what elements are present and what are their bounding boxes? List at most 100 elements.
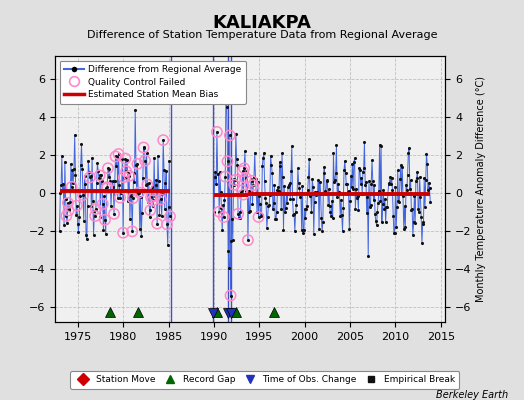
Point xyxy=(211,174,219,180)
Point xyxy=(112,153,120,160)
Point xyxy=(79,192,87,198)
Point xyxy=(371,211,379,217)
Point xyxy=(73,202,81,209)
Point xyxy=(87,203,95,210)
Point xyxy=(146,207,155,214)
Point xyxy=(361,138,369,145)
Point xyxy=(221,174,230,180)
Point xyxy=(119,230,127,236)
Point xyxy=(343,181,351,188)
Point xyxy=(219,202,227,208)
Point xyxy=(247,178,256,184)
Point xyxy=(420,175,429,182)
Point xyxy=(255,193,264,200)
Point xyxy=(62,213,71,219)
Point xyxy=(333,194,342,200)
Point xyxy=(56,228,64,234)
Point xyxy=(367,180,376,187)
Point xyxy=(155,212,163,218)
Point xyxy=(412,174,421,181)
Point xyxy=(141,182,150,189)
Point xyxy=(92,206,100,212)
Point xyxy=(216,169,224,176)
Point xyxy=(394,198,402,205)
Point xyxy=(425,184,434,191)
Point xyxy=(340,167,348,174)
Legend: Station Move, Record Gap, Time of Obs. Change, Empirical Break: Station Move, Record Gap, Time of Obs. C… xyxy=(70,371,460,389)
Point xyxy=(139,144,148,151)
Point xyxy=(364,253,373,259)
Point xyxy=(348,160,356,167)
Point xyxy=(374,200,383,206)
Point xyxy=(222,83,230,89)
Point xyxy=(162,168,170,174)
Point xyxy=(126,216,134,222)
Point xyxy=(104,165,112,172)
Point xyxy=(133,161,141,167)
Point xyxy=(131,107,139,113)
Point xyxy=(264,203,272,209)
Point xyxy=(150,154,158,161)
Point xyxy=(310,199,319,205)
Point xyxy=(363,194,372,200)
Point xyxy=(347,184,356,190)
Point xyxy=(121,175,129,181)
Point xyxy=(124,170,132,176)
Point xyxy=(226,132,234,139)
Point xyxy=(253,209,261,215)
Point xyxy=(399,193,407,200)
Point xyxy=(135,189,143,196)
Point xyxy=(129,195,137,202)
Point xyxy=(293,165,302,172)
Point xyxy=(269,200,278,206)
Point xyxy=(416,194,424,200)
Point xyxy=(111,178,119,184)
Point xyxy=(341,170,350,176)
Point xyxy=(151,193,159,199)
Point xyxy=(306,193,314,199)
Point xyxy=(92,206,100,212)
Point xyxy=(64,207,73,214)
Point xyxy=(380,206,388,212)
Point xyxy=(242,175,250,181)
Point xyxy=(165,204,173,210)
Point xyxy=(224,248,233,254)
Point xyxy=(99,227,107,234)
Point xyxy=(128,228,136,234)
Point xyxy=(99,201,107,207)
Point xyxy=(413,168,422,175)
Point xyxy=(419,221,428,228)
Point xyxy=(113,154,121,160)
Point xyxy=(320,164,329,170)
Point xyxy=(129,195,137,202)
Point xyxy=(257,212,266,218)
Point xyxy=(122,168,130,174)
Point xyxy=(233,162,242,168)
Point xyxy=(140,144,148,150)
Point xyxy=(395,199,403,206)
Point xyxy=(148,197,157,204)
Point xyxy=(71,172,80,179)
Point xyxy=(102,185,111,192)
Point xyxy=(386,174,395,180)
Point xyxy=(385,181,393,188)
Point xyxy=(302,206,310,212)
Point xyxy=(307,191,315,197)
Point xyxy=(285,182,293,188)
Point xyxy=(90,208,99,214)
Point xyxy=(242,188,250,194)
Point xyxy=(385,180,394,187)
Point xyxy=(291,209,300,216)
Point xyxy=(298,227,306,234)
Point xyxy=(421,204,429,210)
Point xyxy=(91,213,100,219)
Point xyxy=(217,205,226,211)
Point xyxy=(377,143,385,149)
Point xyxy=(352,186,361,192)
Point xyxy=(426,199,434,205)
Text: KALIAKPA: KALIAKPA xyxy=(213,14,311,32)
Point xyxy=(62,213,71,219)
Point xyxy=(424,180,433,186)
Point xyxy=(347,173,355,180)
Point xyxy=(213,129,221,135)
